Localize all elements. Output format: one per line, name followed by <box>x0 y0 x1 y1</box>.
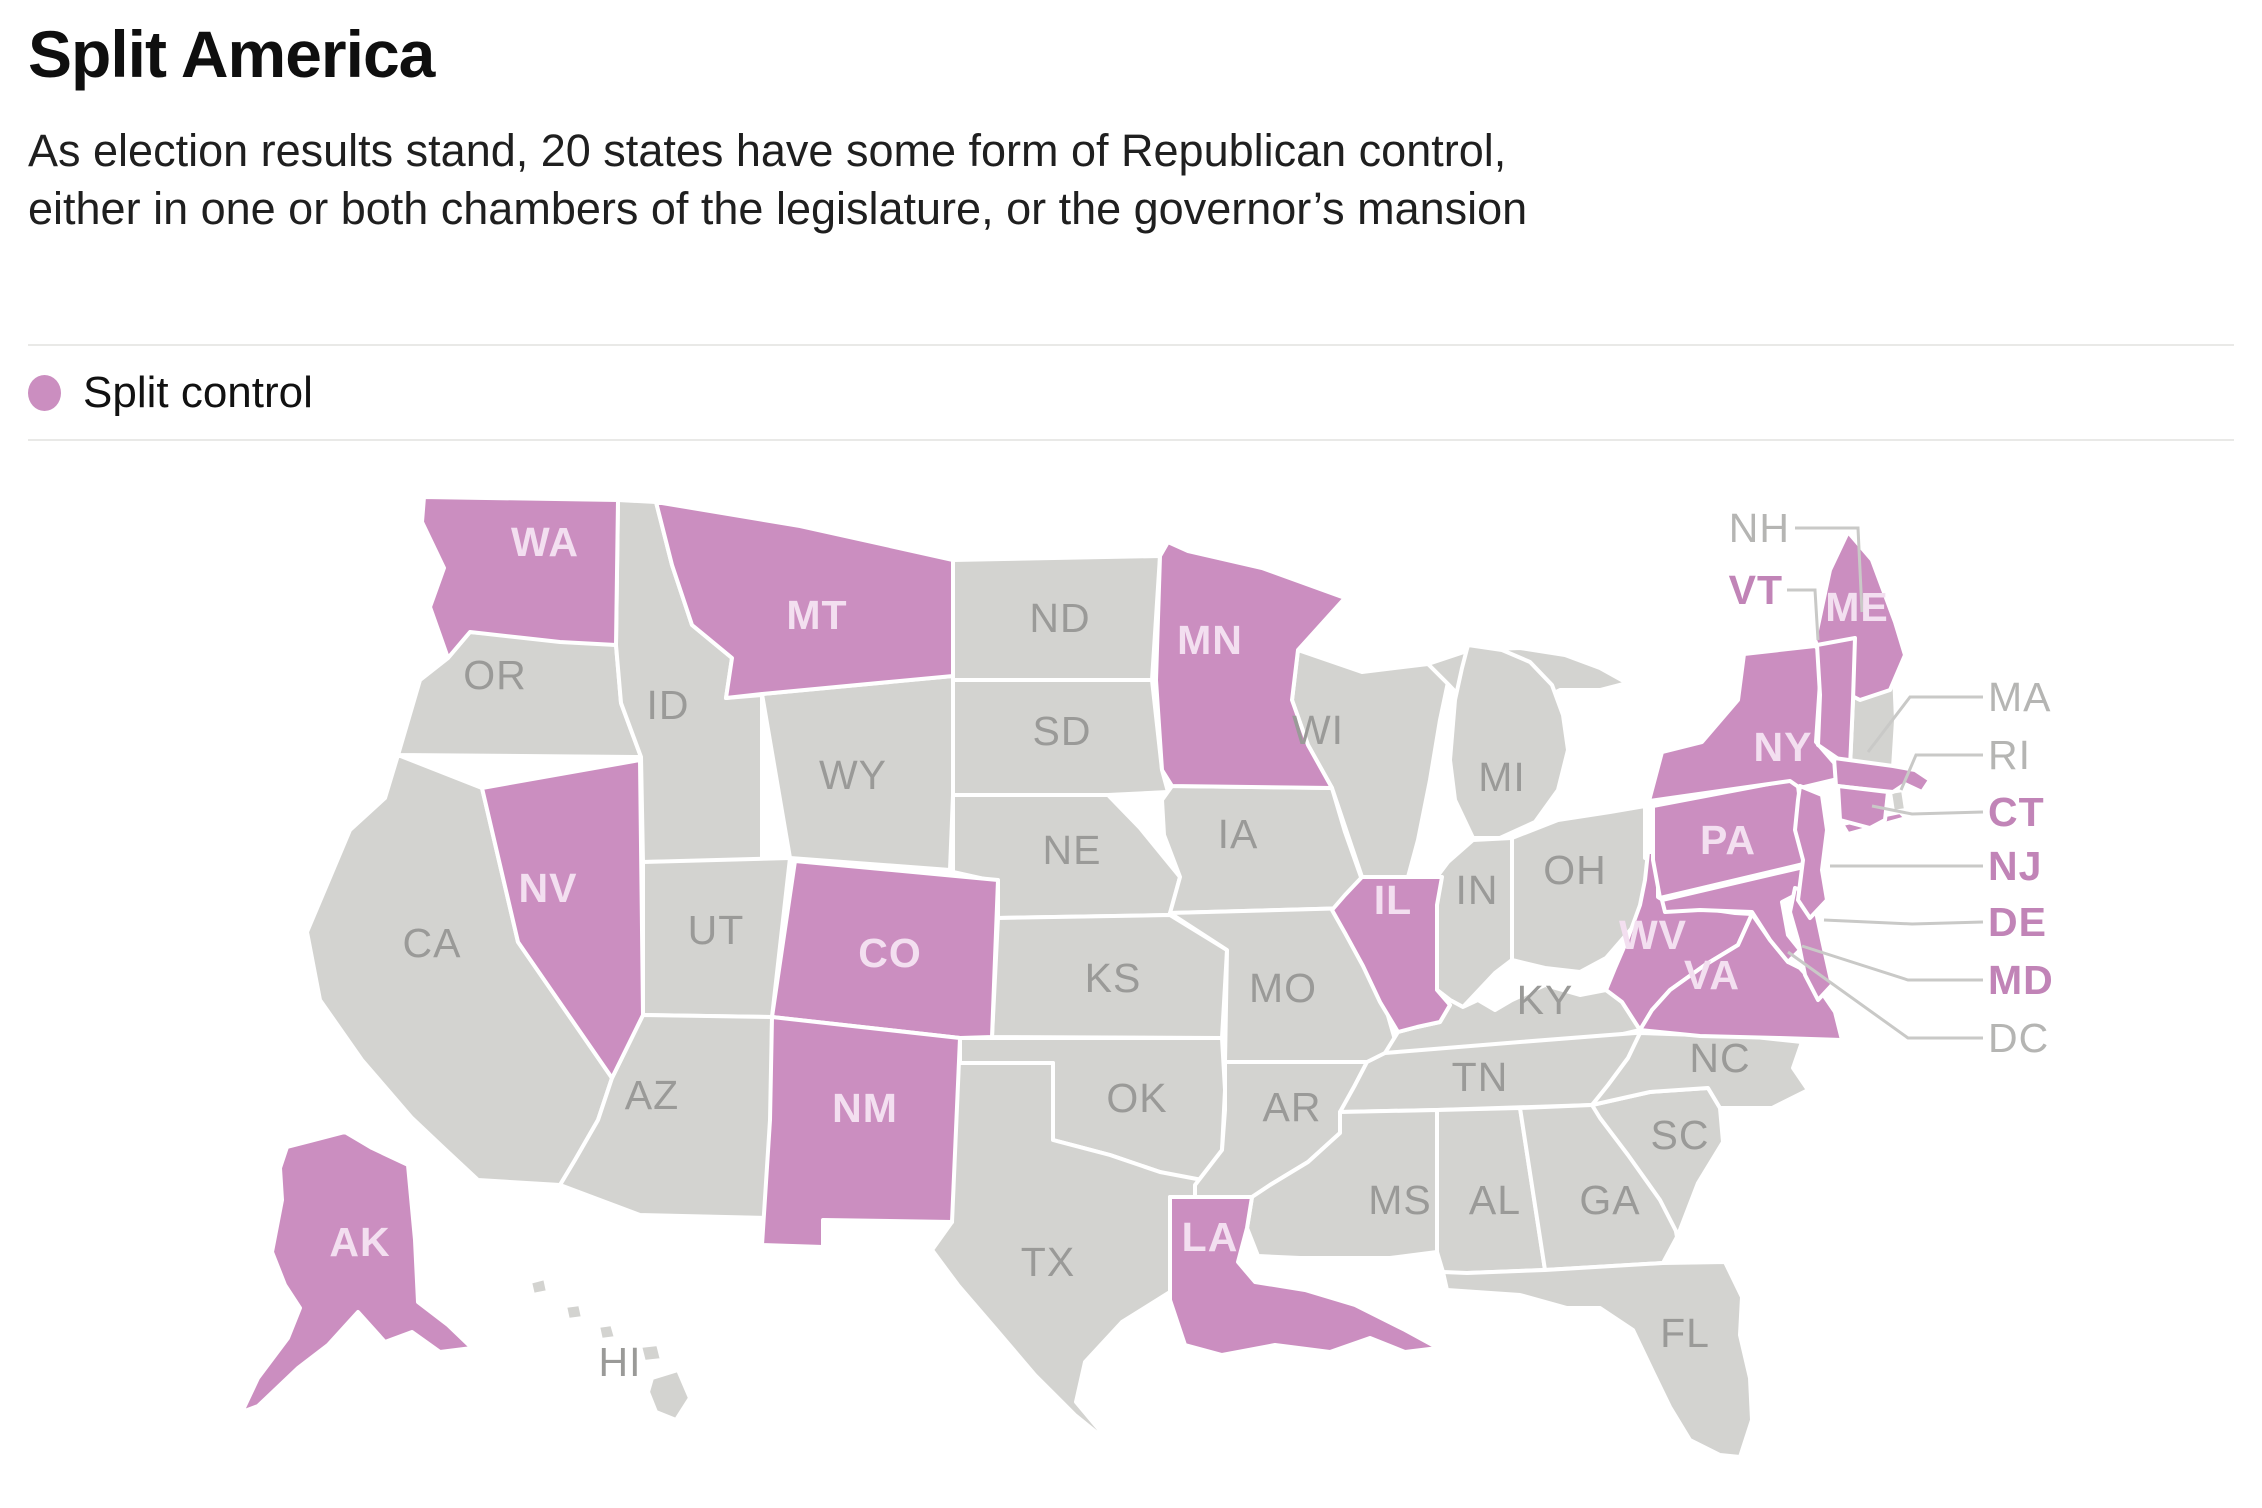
state-CT <box>1836 784 1890 830</box>
state-label-WV: WV <box>1619 912 1687 958</box>
state-MT <box>654 500 955 700</box>
leader-line-RI <box>1899 753 1983 791</box>
state-NV <box>480 758 645 1080</box>
state-HI <box>528 1276 550 1297</box>
state-CO <box>770 859 1000 1040</box>
callout-label-DE: DE <box>1988 899 2047 945</box>
state-label-SD: SD <box>1033 708 1092 754</box>
state-label-VA: VA <box>1684 952 1740 998</box>
state-label-WA: WA <box>511 519 579 565</box>
state-label-NC: NC <box>1689 1035 1750 1081</box>
state-label-PA: PA <box>1700 817 1756 863</box>
state-label-CA: CA <box>403 920 462 966</box>
state-MN <box>1154 540 1347 790</box>
state-label-AZ: AZ <box>625 1072 679 1118</box>
state-label-NY: NY <box>1754 724 1813 770</box>
subtitle-line-1: As election results stand, 20 states hav… <box>28 125 1507 176</box>
state-LA <box>1168 1195 1440 1357</box>
state-label-NV: NV <box>519 865 578 911</box>
state-label-MI: MI <box>1478 754 1526 800</box>
state-HI-5 <box>646 1368 692 1422</box>
state-label-MT: MT <box>786 592 847 638</box>
state-label-OH: OH <box>1543 847 1607 893</box>
state-IA <box>1160 784 1364 915</box>
state-label-MN: MN <box>1177 617 1243 663</box>
leader-line-NH <box>1795 526 1864 613</box>
leader-line-MD <box>1801 944 1983 982</box>
page-title: Split America <box>28 17 435 91</box>
state-TX <box>930 1061 1224 1447</box>
state-label-ME: ME <box>1825 584 1889 630</box>
state-HI-3 <box>596 1322 618 1342</box>
state-label-FL: FL <box>1660 1310 1710 1356</box>
state-label-SC: SC <box>1651 1112 1710 1158</box>
legend-label: Split control <box>83 368 313 417</box>
state-label-CO: CO <box>858 930 922 976</box>
callout-label-NH: NH <box>1729 505 1790 551</box>
callout-label-MA: MA <box>1988 674 2052 720</box>
leader-line-DC <box>1787 950 1983 1040</box>
state-WA <box>420 495 620 660</box>
leader-line-CT <box>1871 804 1984 816</box>
state-label-KS: KS <box>1085 955 1142 1001</box>
state-label-OK: OK <box>1106 1075 1167 1121</box>
legend: Split control <box>28 360 313 426</box>
state-RI <box>1888 788 1908 814</box>
state-HI-2 <box>563 1302 585 1322</box>
state-label-WY: WY <box>819 752 887 798</box>
state-label-WI: WI <box>1292 707 1344 753</box>
state-NJ <box>1793 784 1829 920</box>
state-label-OR: OR <box>463 652 527 698</box>
state-label-TX: TX <box>1021 1239 1075 1285</box>
callout-label-CT: CT <box>1988 789 2045 835</box>
divider-top <box>28 344 2234 346</box>
state-IN <box>1435 836 1514 1009</box>
state-label-LA: LA <box>1182 1214 1239 1260</box>
state-AK <box>240 1130 474 1414</box>
state-label-AK: AK <box>329 1219 390 1265</box>
callout-label-NJ: NJ <box>1988 843 2042 889</box>
state-NY <box>1647 644 1844 803</box>
leader-line-DE <box>1823 918 1984 926</box>
state-label-HI: HI <box>599 1339 642 1385</box>
state-MI <box>1448 643 1570 840</box>
state-HI-4 <box>638 1342 664 1364</box>
state-label-KY: KY <box>1517 977 1574 1023</box>
subtitle-line-2: either in one or both chambers of the le… <box>28 183 1528 234</box>
state-label-UT: UT <box>688 907 745 953</box>
state-label-GA: GA <box>1579 1177 1640 1223</box>
state-label-MS: MS <box>1368 1177 1432 1223</box>
state-label-ID: ID <box>647 682 690 728</box>
state-label-MO: MO <box>1249 965 1317 1011</box>
split-control-dot-icon <box>28 375 61 411</box>
leader-line-VT <box>1787 588 1820 641</box>
state-label-AL: AL <box>1469 1177 1521 1223</box>
leader-line-MA <box>1866 695 1983 753</box>
divider-bottom <box>28 439 2234 441</box>
state-label-ND: ND <box>1029 595 1090 641</box>
state-label-IN: IN <box>1456 867 1499 913</box>
callout-label-VT: VT <box>1729 567 1783 613</box>
state-label-TN: TN <box>1452 1054 1509 1100</box>
callout-label-DC: DC <box>1988 1015 2049 1061</box>
state-label-NM: NM <box>832 1085 898 1131</box>
state-label-AR: AR <box>1263 1084 1322 1130</box>
state-VT <box>1815 636 1857 769</box>
state-label-IA: IA <box>1218 811 1259 857</box>
state-NC <box>1590 1031 1810 1110</box>
state-label-IL: IL <box>1374 877 1412 923</box>
callout-label-MD: MD <box>1988 957 2054 1003</box>
state-label-NE: NE <box>1043 827 1102 873</box>
page-subtitle: As election results stand, 20 states hav… <box>28 122 2128 238</box>
state-NM <box>760 1015 962 1249</box>
state-IL <box>1330 875 1452 1034</box>
state-FL <box>1441 1260 1754 1459</box>
callout-label-RI: RI <box>1988 732 2031 778</box>
